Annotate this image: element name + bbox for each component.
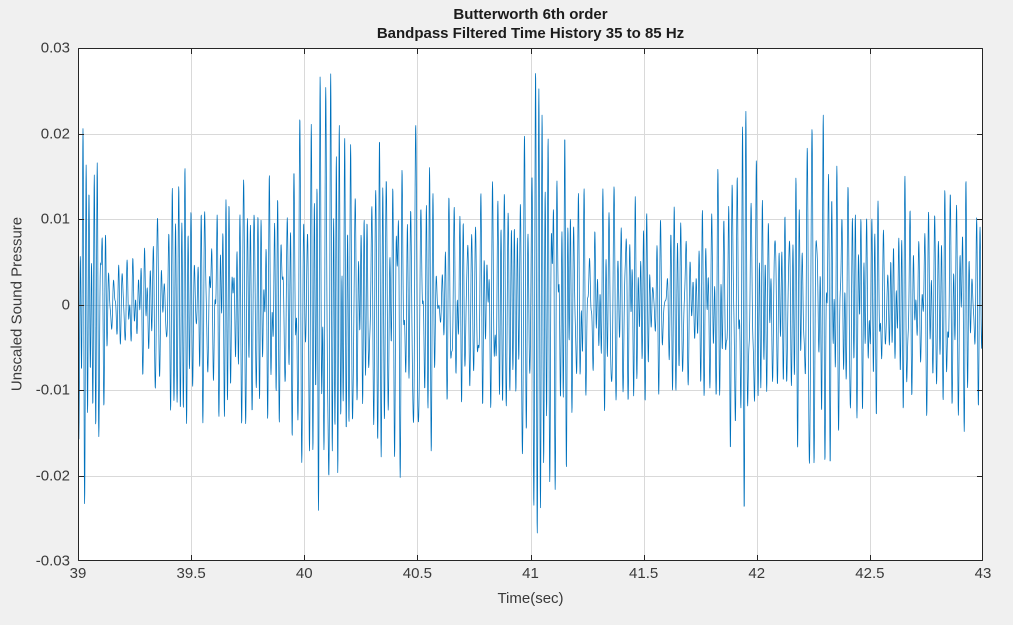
chart-title-line2: Bandpass Filtered Time History 35 to 85 … bbox=[376, 25, 685, 42]
y-tick-label: 0.03 bbox=[40, 39, 70, 57]
plot-canvas bbox=[78, 48, 983, 561]
x-tick-label: 39 bbox=[69, 565, 87, 582]
x-tick-label: 40.5 bbox=[402, 565, 432, 582]
y-tick-label: 0 bbox=[61, 296, 70, 313]
chart-title-line1: Butterworth 6th order bbox=[453, 6, 608, 23]
x-tick-label: 41 bbox=[522, 565, 539, 582]
x-tick-label: 41.5 bbox=[629, 565, 659, 582]
x-axis-label: Time(sec) bbox=[497, 590, 564, 607]
y-axis-label: Unscaled Sound Pressure bbox=[8, 216, 26, 392]
y-tick-label: 0.01 bbox=[40, 210, 70, 228]
chart-title: Butterworth 6th order Bandpass Filtered … bbox=[78, 5, 983, 43]
y-tick-label: -0.02 bbox=[35, 467, 70, 484]
x-tick-label: 43 bbox=[974, 565, 992, 582]
y-tick-label: -0.03 bbox=[35, 552, 70, 570]
x-tick-label: 39.5 bbox=[176, 565, 206, 582]
x-tick-label: 42 bbox=[748, 565, 766, 582]
x-tick-label: 42.5 bbox=[855, 565, 885, 582]
y-tick-label: -0.01 bbox=[35, 381, 70, 399]
x-tick-label: 40 bbox=[295, 565, 313, 582]
y-tick-label: 0.02 bbox=[40, 125, 70, 142]
